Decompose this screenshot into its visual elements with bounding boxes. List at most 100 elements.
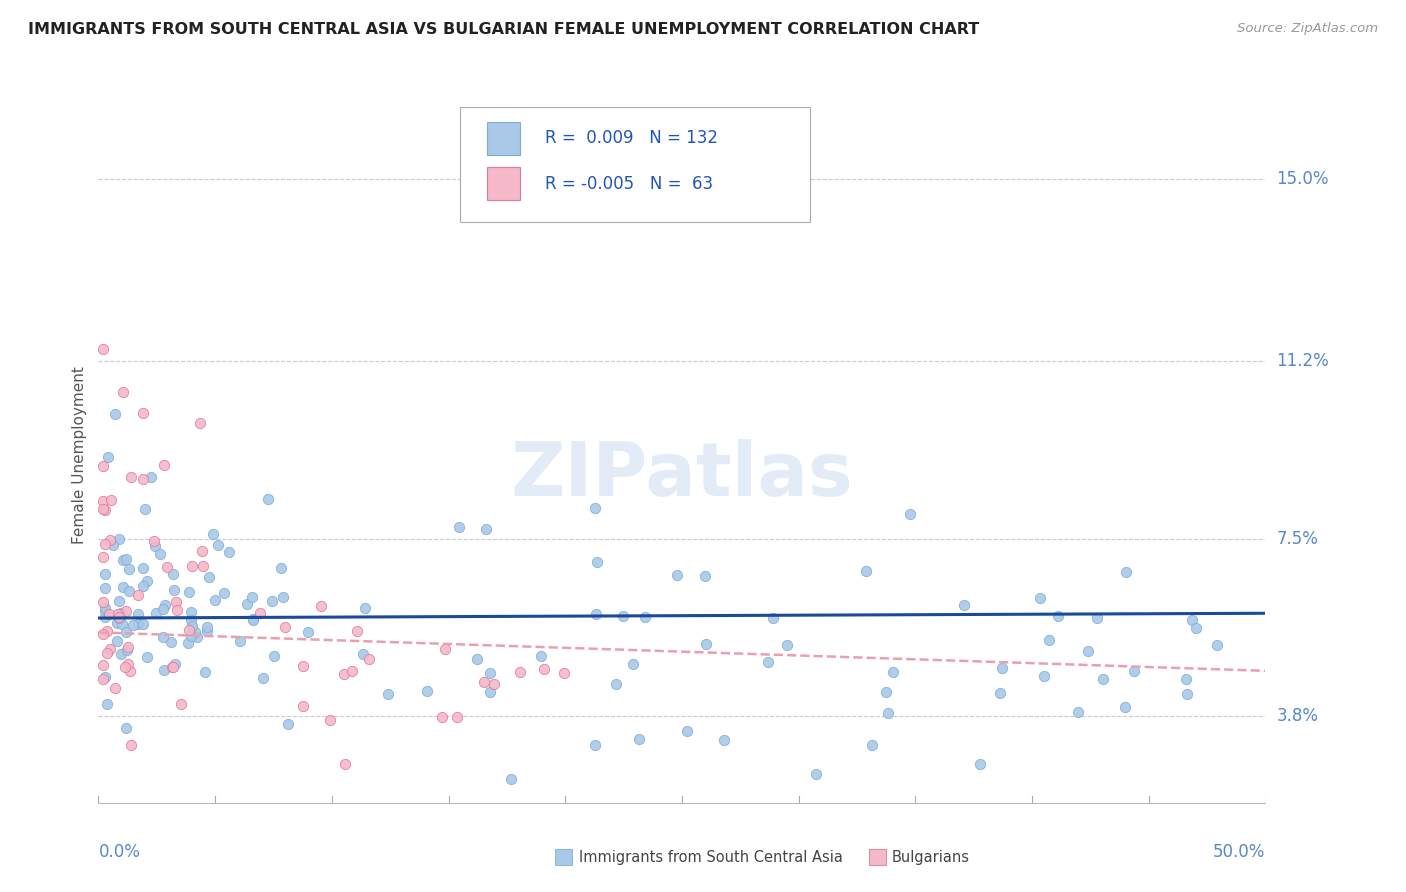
Point: [533, 662, 555, 676]
Point: [1115, 565, 1137, 579]
Point: [875, 685, 897, 699]
Point: [612, 609, 634, 624]
Point: [111, 617, 134, 632]
Point: [127, 588, 149, 602]
Point: [297, 624, 319, 639]
Bar: [486, 167, 520, 201]
Point: [260, 594, 283, 608]
Point: [117, 640, 139, 655]
Point: [96, 624, 118, 638]
Point: [1091, 672, 1114, 686]
Point: [152, 601, 174, 615]
Point: [501, 772, 523, 786]
Point: [193, 665, 215, 679]
Text: 0.0%: 0.0%: [98, 843, 141, 861]
Point: [127, 616, 149, 631]
Point: [988, 686, 1011, 700]
Point: [197, 570, 219, 584]
Point: [332, 667, 354, 681]
Text: Source: ZipAtlas.com: Source: ZipAtlas.com: [1237, 22, 1378, 36]
Point: [160, 635, 183, 649]
Point: [882, 665, 904, 680]
Point: [1046, 609, 1069, 624]
Point: [207, 538, 229, 552]
Point: [346, 624, 368, 638]
Point: [775, 639, 797, 653]
Point: [354, 600, 377, 615]
Point: [756, 656, 779, 670]
Point: [191, 543, 214, 558]
Point: [93, 627, 115, 641]
Point: [122, 618, 145, 632]
Point: [240, 590, 263, 604]
Point: [605, 677, 627, 691]
Point: [1175, 687, 1198, 701]
Point: [446, 710, 468, 724]
Point: [184, 625, 207, 640]
Point: [136, 649, 159, 664]
Point: [91, 550, 114, 565]
Point: [110, 647, 132, 661]
Point: [96, 647, 118, 661]
Point: [195, 624, 218, 639]
Text: 15.0%: 15.0%: [1277, 170, 1329, 188]
Point: [509, 665, 531, 680]
Point: [242, 612, 264, 626]
Point: [104, 681, 127, 695]
Point: [188, 416, 211, 430]
Point: [108, 609, 131, 624]
Point: [104, 407, 127, 421]
Point: [352, 647, 374, 661]
Point: [162, 567, 184, 582]
Point: [143, 533, 166, 548]
Point: [181, 619, 204, 633]
Point: [132, 616, 155, 631]
Point: [117, 657, 139, 671]
Point: [876, 706, 898, 721]
Point: [170, 697, 193, 711]
Point: [271, 590, 294, 604]
Point: [898, 507, 921, 521]
Point: [145, 540, 167, 554]
Text: Immigrants from South Central Asia: Immigrants from South Central Asia: [579, 850, 844, 864]
Point: [91, 658, 114, 673]
Point: [585, 607, 607, 621]
Point: [94, 604, 117, 618]
Point: [236, 597, 259, 611]
Point: [107, 607, 129, 621]
Point: [186, 631, 208, 645]
Point: [242, 613, 264, 627]
Point: [197, 620, 219, 634]
Point: [263, 649, 285, 664]
Point: [97, 450, 120, 465]
Point: [991, 660, 1014, 674]
Point: [91, 493, 114, 508]
Point: [762, 611, 785, 625]
Point: [1067, 706, 1090, 720]
Point: [474, 522, 496, 536]
Point: [1032, 669, 1054, 683]
Point: [94, 503, 117, 517]
Point: [666, 568, 689, 582]
Point: [377, 688, 399, 702]
Point: [229, 633, 252, 648]
Point: [482, 676, 505, 690]
Point: [134, 502, 156, 516]
FancyBboxPatch shape: [460, 107, 810, 222]
Text: ZIPatlas: ZIPatlas: [510, 439, 853, 512]
Point: [115, 604, 138, 618]
Point: [118, 562, 141, 576]
Point: [1181, 613, 1204, 627]
Point: [108, 611, 131, 625]
Point: [108, 532, 131, 546]
Point: [204, 592, 226, 607]
Point: [165, 595, 187, 609]
Point: [583, 500, 606, 515]
Text: R = -0.005   N =  63: R = -0.005 N = 63: [546, 175, 713, 193]
Point: [180, 605, 202, 619]
Point: [1038, 632, 1060, 647]
Point: [153, 664, 176, 678]
Point: [583, 738, 606, 752]
Point: [860, 738, 883, 752]
Point: [252, 671, 274, 685]
